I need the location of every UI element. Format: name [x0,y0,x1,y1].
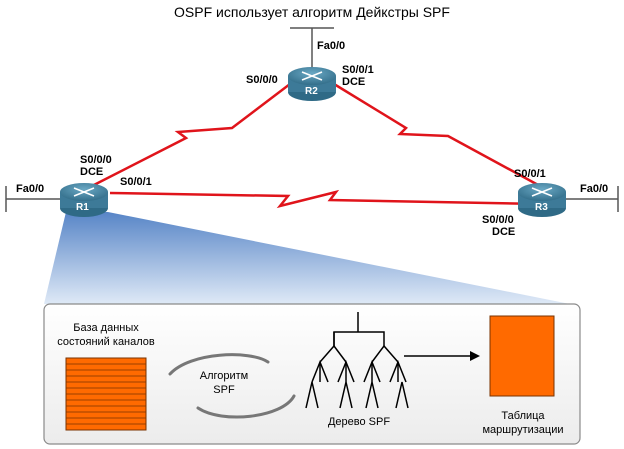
arrow-right-icon [404,351,480,361]
serial-link-r1-r3 [109,189,541,209]
spf-tree-icon [305,312,409,409]
lsdb-caption-line2: состояний каналов [57,336,155,348]
zoom-wedge [44,212,570,304]
r1-dce-label: DCE [80,166,104,178]
routing-table-block [489,315,555,397]
tree-caption: Дерево SPF [327,416,391,428]
r2-dce-label: DCE [342,76,366,88]
router-r2 [288,67,336,101]
router-r1 [60,183,108,217]
r1-s000-label: S0/0/0 [80,154,112,166]
serial-links [87,82,541,209]
r2-s001-label: S0/0/1 [342,64,374,76]
router-r2-name: R2 [305,86,318,97]
router-arrows-icon [531,187,553,197]
ethernet-links [5,27,619,212]
table-caption-line1: Таблица [501,410,545,422]
r1-fa-label: Fa0/0 [16,183,45,195]
lsdb-caption-line1: База данных [73,322,139,334]
spf-algorithm-arcs [168,353,296,419]
spf-caption-line2: SPF [213,384,235,396]
router-r3 [518,183,566,217]
router-r3-name: R3 [535,202,548,213]
r3-s001-label: S0/0/1 [514,168,546,180]
detail-box [43,303,581,445]
r3-s000-label: S0/0/0 [482,214,514,226]
r2-fa-label: Fa0/0 [317,40,346,52]
router-arrows-icon [301,71,323,81]
router-r1-name: R1 [76,202,89,213]
diagram-title: OSPF использует алгоритм Дейкстры SPF [174,4,450,20]
lsdb-stack-icon [65,357,147,431]
r3-dce-label: DCE [492,226,516,238]
spf-caption-line1: Алгоритм [199,370,249,382]
table-caption-line2: маршрутизации [482,424,564,436]
r3-fa-label: Fa0/0 [580,183,609,195]
r1-s001-label: S0/0/1 [120,176,152,188]
serial-link-r2-r3 [333,82,541,188]
router-arrows-icon [73,187,95,197]
r2-s000-label: S0/0/0 [246,74,278,86]
serial-link-r1-r2 [87,83,291,190]
